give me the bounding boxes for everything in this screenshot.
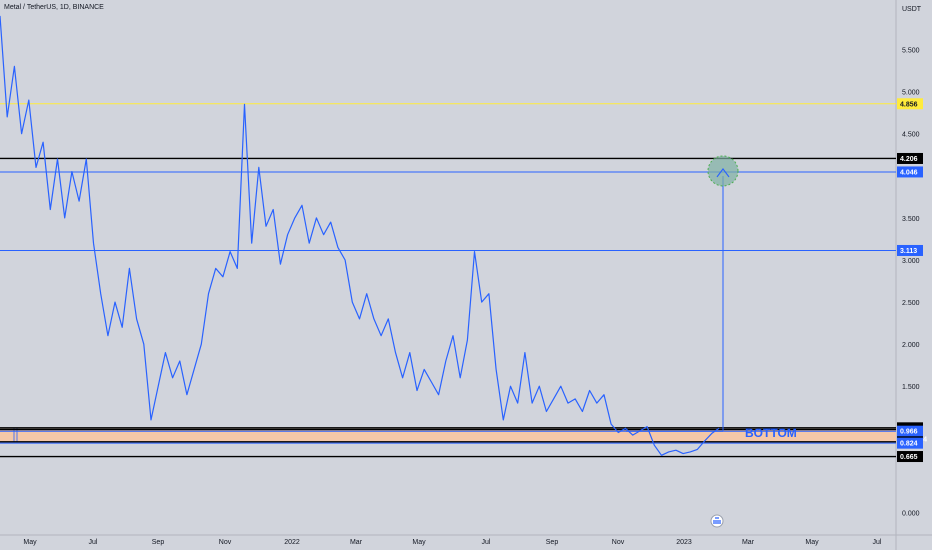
price-badge-0.665: 0.665 <box>897 451 923 463</box>
x-tick-label: May <box>23 539 37 546</box>
horizontal-lines <box>0 103 896 458</box>
x-tick-label: Nov <box>219 539 232 546</box>
price-badge-label: 3.113 <box>900 248 917 255</box>
price-badge-label: 4.206 <box>900 156 918 163</box>
price-badge-bg <box>897 152 923 164</box>
x-tick-label: May <box>805 539 819 546</box>
y-tick-label: 2.500 <box>902 300 920 307</box>
price-badges: 4.8564.2064.0463.1131.0060.9860.96610:45… <box>897 98 927 463</box>
target-circle <box>707 155 739 187</box>
price-badge-0.824: 0.824 <box>897 437 923 449</box>
chart-title: Metal / TetherUS, 1D, BINANCE <box>4 4 104 11</box>
x-tick-label: 2023 <box>676 539 692 546</box>
target-arrowhead <box>716 167 730 178</box>
y-tick-label: 5.500 <box>902 48 920 55</box>
x-tick-label: Jul <box>89 539 98 546</box>
price-axis[interactable]: 5.500 5.000 4.500 3.500 3.000 2.500 2.000 1.500… <box>902 48 920 518</box>
x-tick-label: Jul <box>873 539 882 546</box>
price-badge-label: 0.966 <box>900 429 918 436</box>
price-badge-3.113: 3.113 <box>897 244 923 256</box>
y-tick-label: 1.500 <box>902 384 920 391</box>
x-tick-label: Mar <box>350 539 363 546</box>
price-badge-bg <box>897 451 923 463</box>
price-badge-bg <box>897 437 923 449</box>
x-tick-label: Sep <box>152 539 165 546</box>
price-badge-4.046: 4.046 <box>897 166 923 178</box>
price-badge-4.856: 4.856 <box>897 98 923 110</box>
tradingview-logo-icon <box>710 514 724 528</box>
y-tick-label: 2.000 <box>902 342 920 349</box>
currency-label: USDT <box>902 6 922 13</box>
series-line <box>0 15 720 456</box>
price-badge-label: 4.046 <box>900 169 918 176</box>
x-tick-label: Jul <box>482 539 491 546</box>
price-badge-label: 4.856 <box>900 101 918 108</box>
x-tick-label: Nov <box>612 539 625 546</box>
zone-band-top <box>0 427 896 430</box>
zone-band <box>0 429 896 442</box>
y-tick-label: 3.000 <box>902 258 920 265</box>
y-tick-label: 5.000 <box>902 90 920 97</box>
y-tick-label: 3.500 <box>902 216 920 223</box>
price-badge-label: 0.665 <box>900 454 918 461</box>
target-projection <box>626 155 739 432</box>
price-badge-4.206: 4.206 <box>897 152 923 164</box>
x-tick-label: May <box>412 539 426 546</box>
x-tick-label: 2022 <box>284 539 300 546</box>
y-tick-label: 4.500 <box>902 132 920 139</box>
price-badge-bg <box>897 244 923 256</box>
bottom-annotation: BOTTOM <box>745 426 797 440</box>
x-tick-label: Sep <box>546 539 559 546</box>
y-tick-label: 0.000 <box>902 511 920 518</box>
price-badge-bg <box>897 98 923 110</box>
time-axis[interactable]: May Jul Sep Nov 2022 Mar May Jul Sep Nov 2023 Mar Ma… <box>23 539 882 546</box>
x-tick-label: Mar <box>742 539 755 546</box>
price-series <box>0 15 720 456</box>
price-badge-bg <box>897 166 923 178</box>
price-badge-label: 0.824 <box>900 441 918 448</box>
